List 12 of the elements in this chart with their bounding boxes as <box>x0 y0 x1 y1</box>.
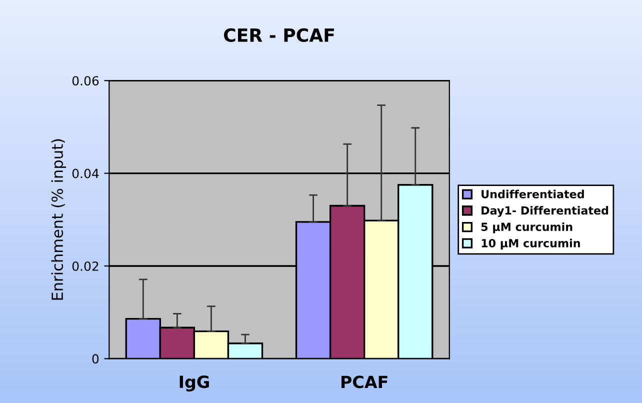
legend-label: Day1- Differentiated <box>482 206 608 217</box>
x-tick-label: IgG <box>180 376 209 392</box>
legend-label: 5 µM curcumin <box>481 222 572 234</box>
chart-title: CER - PCAF <box>224 28 334 42</box>
legend-label: 10 µM curcumin <box>482 238 580 250</box>
y-tick-label: 0.06 <box>72 76 99 86</box>
y-tick-label: 0.04 <box>72 168 99 178</box>
x-tick-label: PCAF <box>342 376 388 388</box>
y-tick-label: 0 <box>92 354 99 364</box>
y-tick-label: 0.02 <box>72 261 98 271</box>
y-axis-title: Enrichment (% input) <box>51 139 66 300</box>
legend-label: Undifferentiated <box>482 190 584 198</box>
